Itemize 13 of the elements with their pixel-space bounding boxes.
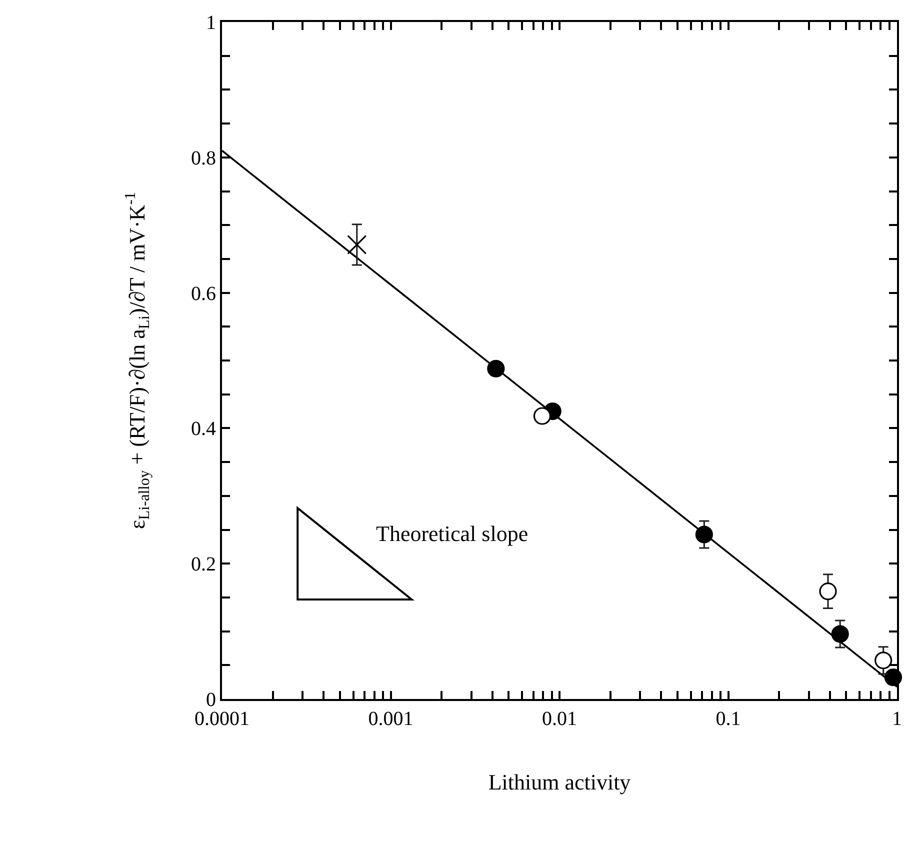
y-tick-label: 0 [206, 689, 216, 711]
x-tick-label: 0.0001 [194, 708, 250, 730]
y-tick-label: 1 [206, 12, 216, 34]
x-tick-label: 0.1 [716, 708, 741, 730]
x-tick-label: 0.01 [542, 708, 577, 730]
y-tick-label: 0.6 [191, 282, 216, 305]
x-tick-label: 1 [892, 708, 902, 730]
y-tick-label: 0.2 [191, 554, 216, 576]
x-axis-title: Lithium activity [488, 769, 631, 794]
annotation: Theoretical slope [376, 521, 528, 546]
x-tick-label: 0.001 [368, 708, 414, 730]
y-tick-label: 0.4 [191, 418, 216, 440]
y-tick-label: 0.8 [191, 147, 216, 170]
